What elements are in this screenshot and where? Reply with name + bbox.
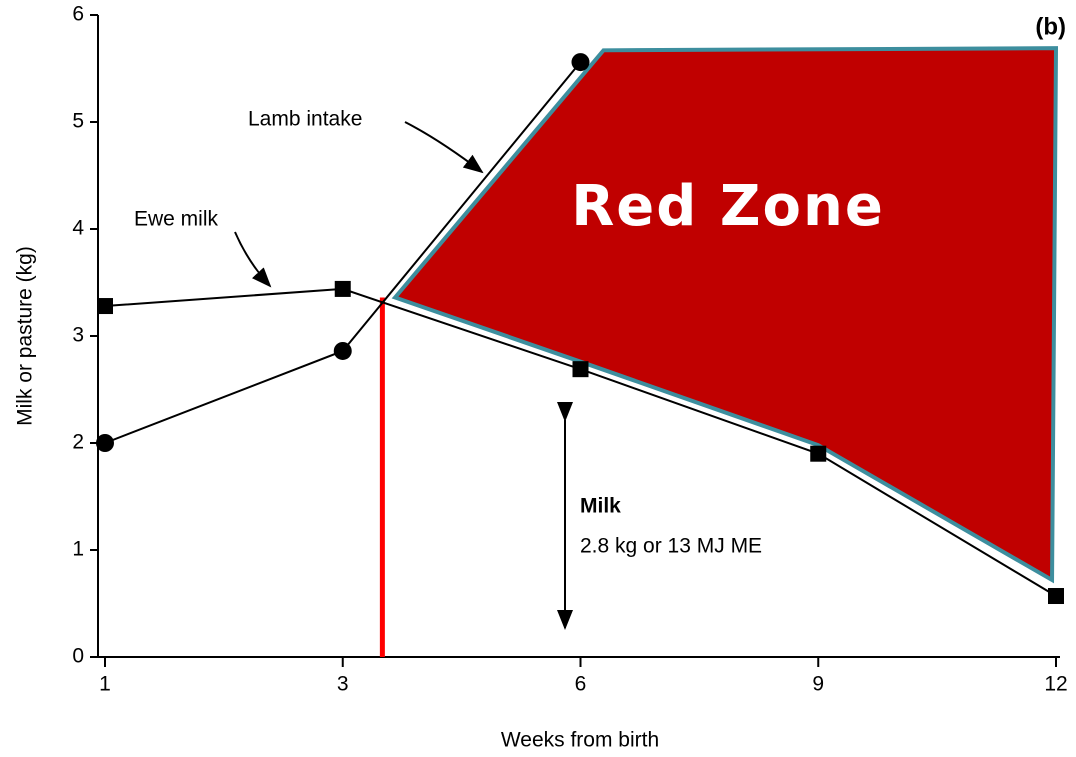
x-tick-label: 12 (1044, 673, 1067, 696)
milk-note-text: 2.8 kg or 13 MJ ME (580, 535, 762, 558)
red-zone (391, 46, 1059, 584)
x-tick-label: 3 (337, 673, 349, 696)
red-zone-label: Red Zone (571, 174, 885, 239)
y-axis-label: Milk or pasture (kg) (14, 246, 37, 426)
milk-note-title: Milk (580, 495, 621, 518)
point-marker (810, 445, 827, 462)
annotation-arrow (234, 231, 272, 288)
point-marker (97, 298, 113, 315)
point-marker (571, 53, 590, 72)
x-axis-label: Weeks from birth (501, 729, 659, 752)
y-tick-label: 0 (72, 645, 84, 668)
x-tick-label: 9 (812, 673, 824, 696)
point-marker (572, 361, 589, 378)
point-marker (1048, 588, 1064, 605)
annotation-arrow (404, 121, 484, 174)
point-marker (333, 341, 352, 360)
x-tick-label: 1 (99, 673, 111, 696)
ewe-milk-annotation: Ewe milk (134, 208, 219, 231)
y-tick-label: 1 (72, 538, 84, 561)
lamb-intake-annotation: Lamb intake (248, 108, 362, 131)
y-tick-label: 2 (72, 431, 84, 454)
y-tick-label: 5 (72, 110, 84, 133)
point-marker (334, 280, 351, 297)
y-tick-label: 3 (72, 324, 84, 347)
point-marker (96, 434, 114, 452)
y-tick-label: 6 (72, 3, 84, 26)
panel-label: (b) (1035, 13, 1066, 40)
y-tick-label: 4 (72, 217, 84, 240)
x-tick-label: 6 (575, 673, 587, 696)
